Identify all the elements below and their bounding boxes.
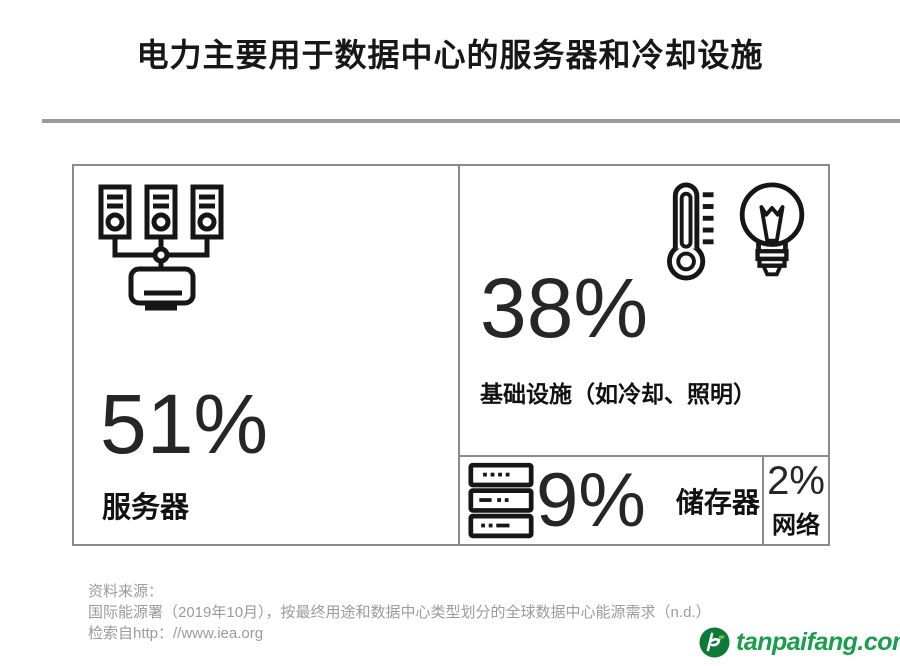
segment-servers: 51% 服务器: [74, 166, 460, 544]
tanpaifang-logo[interactable]: tanpaifang.com: [699, 627, 900, 658]
network-label: 网络: [772, 512, 820, 539]
infrastructure-icons: [666, 182, 812, 282]
network-percent: 2%: [767, 459, 825, 503]
tanpaifang-leaf-icon: [699, 627, 730, 658]
infrastructure-label: 基础设施（如冷却、照明）: [480, 381, 756, 407]
energy-treemap-chart: 51% 服务器: [72, 164, 830, 546]
source-retrieved-url: 检索自http：//www.iea.org: [88, 625, 264, 642]
segment-infrastructure: 38% 基础设施（如冷却、照明）: [460, 166, 828, 455]
tanpaifang-logo-text: tanpaifang.com: [736, 628, 900, 656]
bottom-strip: 9% 储存器 2% 网络: [460, 455, 828, 544]
thermometer-icon: [666, 182, 716, 282]
storage-rack-icon: [468, 462, 534, 540]
storage-percent: 9%: [536, 457, 646, 543]
source-note: 资料来源： 国际能源署（2019年10月），按最终用途和数据中心类型划分的全球数…: [88, 581, 711, 644]
infrastructure-percent: 38%: [480, 261, 649, 355]
segment-network: 2% 网络: [762, 457, 828, 544]
page-title: 电力主要用于数据中心的服务器和冷却设施: [136, 37, 764, 73]
segment-storage: 9% 储存器: [460, 457, 762, 544]
storage-label: 储存器: [675, 486, 760, 518]
servers-label: 服务器: [102, 492, 190, 524]
server-network-icon: [98, 184, 224, 312]
source-heading: 资料来源：: [88, 583, 164, 600]
right-column: 38% 基础设施（如冷却、照明）: [460, 166, 828, 544]
title-divider: [42, 119, 900, 123]
servers-percent: 51%: [100, 377, 269, 471]
lightbulb-icon: [732, 182, 812, 282]
source-reference: 国际能源署（2019年10月），按最终用途和数据中心类型划分的全球数据中心能源需…: [88, 604, 711, 621]
